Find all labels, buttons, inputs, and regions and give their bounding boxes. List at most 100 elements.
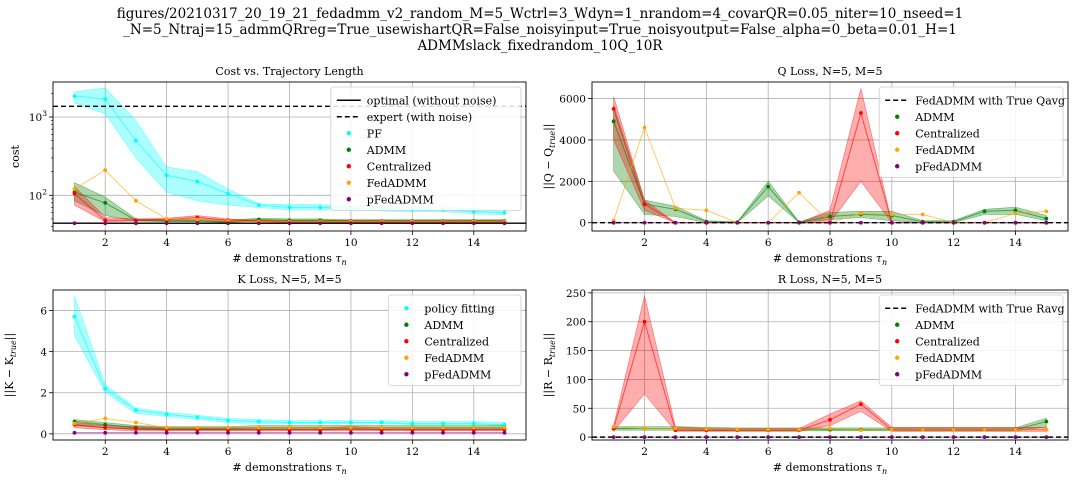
x-axis-label: # demonstrations τn​ <box>773 461 887 476</box>
point-centralized <box>72 191 77 196</box>
x-axis-label: # demonstrations τn​ <box>773 252 887 267</box>
y-tick-label: 4 <box>40 347 47 359</box>
point-policy-fitting <box>134 408 138 413</box>
point-centralized <box>611 107 616 111</box>
label-subscript: n <box>342 467 347 476</box>
x-tick-label: 4 <box>163 446 170 458</box>
legend-label-fedadmm-with-true-ravg: FedADMM with True Ravg <box>915 302 1064 315</box>
point-pfedadmm <box>889 220 894 225</box>
point-pfedadmm <box>673 435 678 440</box>
label-subscript: true <box>548 340 557 357</box>
y-tick-label: 2 <box>40 388 47 400</box>
x-tick-label: 12 <box>406 446 419 458</box>
point-pfedadmm <box>256 430 261 435</box>
x-tick-label: 12 <box>947 446 960 458</box>
legend-label-admm: ADMM <box>423 319 463 332</box>
point-admm <box>1044 216 1049 221</box>
x-tick-label: 10 <box>885 446 898 458</box>
point-pf <box>103 97 108 101</box>
legend-label-pf: PF <box>367 127 382 140</box>
suptitle-line-2: _N=5_Ntraj=15_admmQRreg=True_usewishartQ… <box>123 22 957 38</box>
point-pfedadmm <box>642 220 647 225</box>
y-tick-label: 4000 <box>559 135 586 147</box>
point-fedadmm <box>797 427 801 432</box>
point-admm <box>1013 208 1018 213</box>
legend-label-pfedadmm: pFedADMM <box>424 368 491 381</box>
label-text: || <box>3 333 17 340</box>
point-pfedadmm <box>828 220 832 225</box>
x-tick-label: 2 <box>641 446 648 458</box>
legend-box <box>387 294 522 386</box>
point-pfedadmm <box>72 221 77 226</box>
point-pfedadmm <box>195 221 200 226</box>
point-pfedadmm <box>828 435 832 440</box>
x-tick-label: 10 <box>344 237 357 249</box>
point-policy-fitting <box>379 420 384 425</box>
x-tick-label: 10 <box>344 446 357 458</box>
x-tick-label: 12 <box>406 237 419 249</box>
panel-title: R Loss, N=5, M=5 <box>778 273 882 286</box>
point-policy-fitting <box>349 420 353 425</box>
point-fedadmm <box>72 187 77 192</box>
point-pfedadmm <box>1013 435 1018 440</box>
point-fedadmm <box>704 427 709 431</box>
x-tick-label: 8 <box>286 446 293 458</box>
x-tick-label: 10 <box>885 237 898 249</box>
point-pfedadmm <box>766 220 771 225</box>
legend-label-pfedadmm: pFedADMM <box>367 193 434 206</box>
point-pfedadmm <box>611 220 616 225</box>
label-subscript: n <box>882 258 887 267</box>
point-admm <box>1044 419 1049 424</box>
point-pfedadmm <box>287 221 292 226</box>
point-policy-fitting <box>164 412 169 417</box>
suptitle-line-3: ADMMslack_fixedrandom_10Q_10R <box>417 38 663 54</box>
point-pfedadmm <box>502 430 507 435</box>
point-centralized <box>859 402 863 407</box>
point-fedadmm <box>256 425 261 430</box>
legend-label-admm: ADMM <box>914 319 954 332</box>
point-fedadmm <box>859 428 863 433</box>
point-pfedadmm <box>797 220 801 225</box>
label-symbol: τ <box>876 252 883 265</box>
point-pfedadmm <box>287 430 292 435</box>
point-pfedadmm <box>766 435 771 440</box>
y-tick-label: 103 <box>29 109 47 124</box>
figure-suptitle: figures/20210317_20_19_21_fedadmm_v2_ran… <box>0 6 1080 54</box>
point-pfedadmm <box>951 220 956 225</box>
legend-swatch-policy-fitting <box>404 306 409 311</box>
point-fedadmm <box>72 421 77 426</box>
y-tick-base: 10 <box>29 190 42 202</box>
legend-swatch-fedadmm <box>346 180 351 185</box>
legend-swatch-admm <box>895 322 900 327</box>
y-tick-label: 0 <box>579 218 586 230</box>
point-fedadmm <box>195 217 200 222</box>
point-pfedadmm <box>797 435 801 440</box>
point-pf <box>256 203 261 207</box>
point-policy-fitting <box>226 418 230 423</box>
legend-label-optimal-without-noise: optimal (without noise) <box>367 94 497 107</box>
point-pfedadmm <box>226 430 230 435</box>
legend: policy fitting ADMM Centralized FedADMM pFed… <box>387 294 522 386</box>
y-axis-label: ||R − Rtrue​|| <box>542 333 557 398</box>
y-tick-label: 50 <box>573 403 586 415</box>
point-fedadmm <box>1044 209 1049 214</box>
point-fedadmm <box>673 206 678 211</box>
legend-swatch-centralized <box>404 339 409 344</box>
label-text: # demonstrations <box>232 252 335 265</box>
plot-area <box>53 87 526 226</box>
point-pfedadmm <box>164 430 169 435</box>
x-tick-label: 8 <box>827 446 834 458</box>
point-pfedadmm <box>195 430 200 435</box>
point-centralized <box>642 319 647 324</box>
point-pfedadmm <box>704 435 709 440</box>
x-tick-label: 6 <box>225 446 232 458</box>
legend-swatch-centralized <box>346 164 351 169</box>
legend-swatch-admm <box>895 114 900 119</box>
x-tick-label: 6 <box>225 237 232 249</box>
y-tick-label: 6 <box>40 306 47 318</box>
point-centralized <box>859 111 863 115</box>
point-fedadmm <box>226 425 230 430</box>
point-policy-fitting <box>195 415 200 420</box>
plot-area <box>592 88 1068 225</box>
